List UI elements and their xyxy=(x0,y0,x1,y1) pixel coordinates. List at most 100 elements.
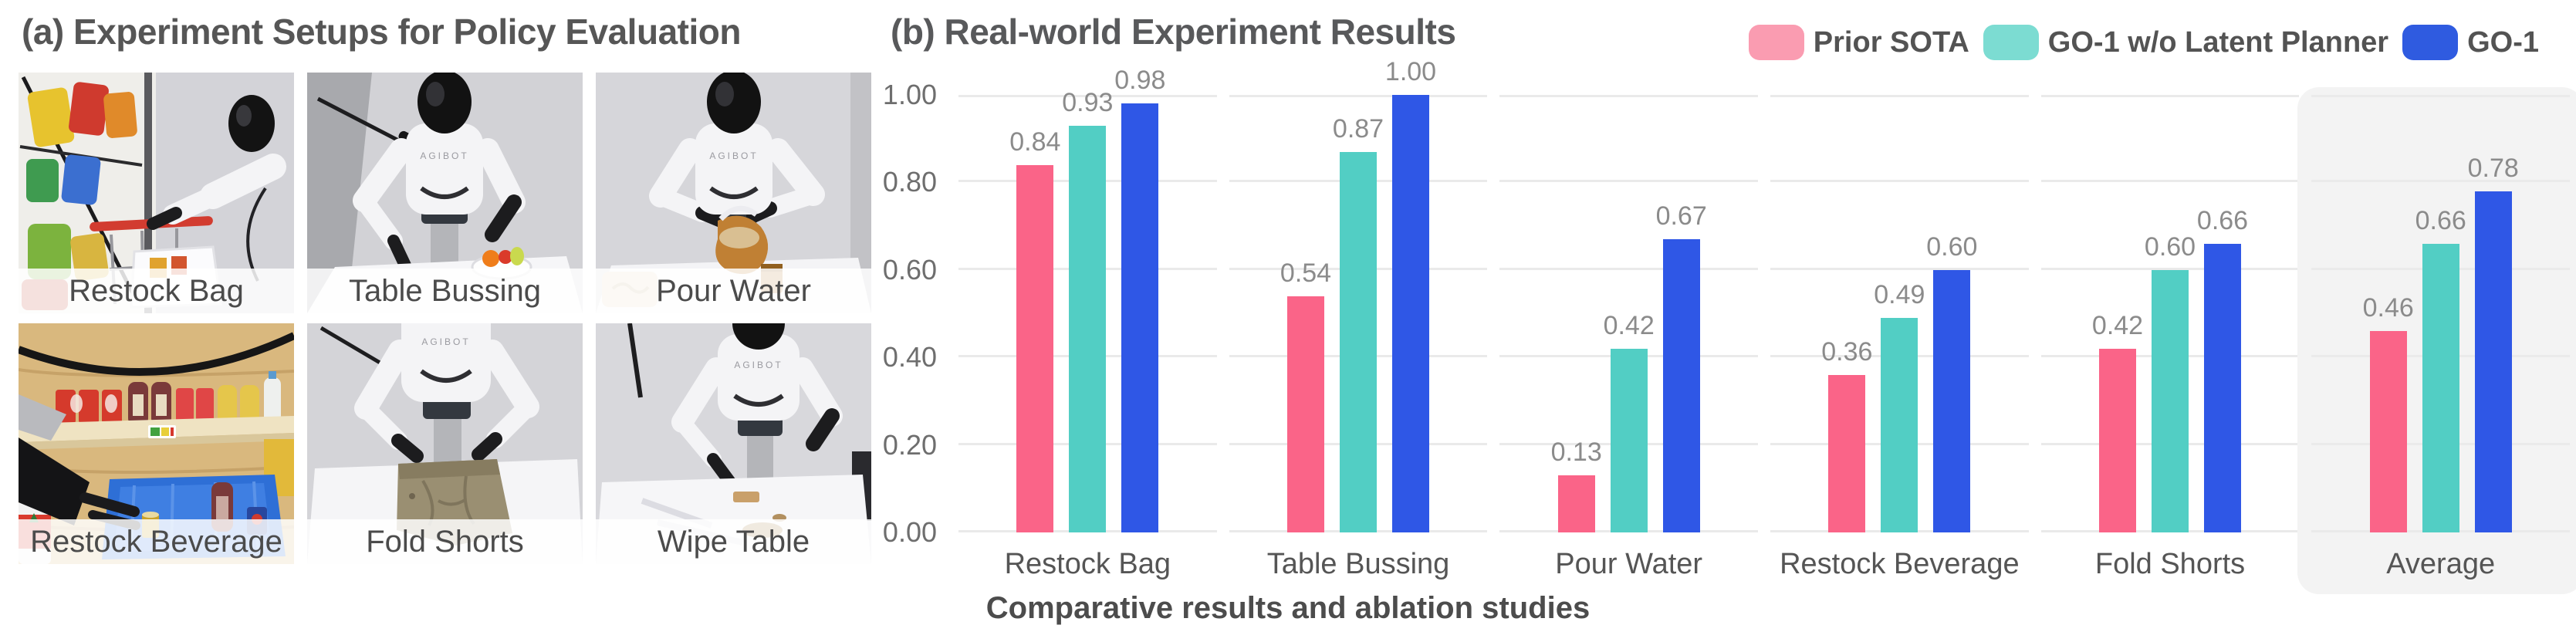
bar-go-1-fold-shorts: 0.66 xyxy=(2197,206,2248,532)
bar-value-label: 0.13 xyxy=(1550,438,1602,468)
category-label-restock-bag: Restock Bag xyxy=(1004,548,1171,580)
legend-swatch xyxy=(1748,25,1804,60)
gridline xyxy=(2040,95,2300,97)
bar-go-1-restock-bag: 0.98 xyxy=(1114,66,1165,532)
bar-go-1-w-o-latent-planner-fold-shorts: 0.60 xyxy=(2145,232,2196,532)
robot-chest-text: AGIBOT xyxy=(420,150,468,161)
plot-area: 0.84 0.93 0.98 Restock Bag 0.54 0.87 1.00 Table… xyxy=(958,57,2576,594)
tile-label-wipe-table: Wipe Table xyxy=(596,519,871,564)
category-label-restock-beverage: Restock Beverage xyxy=(1780,548,2020,580)
bar-group-average: 0.46 0.66 0.78 xyxy=(2311,95,2570,532)
bar-prior-sota-average: 0.46 xyxy=(2363,293,2414,532)
robot-chest-text: AGIBOT xyxy=(709,150,758,161)
tile-label-pour-water: Pour Water xyxy=(596,269,871,313)
tile-label-table-bussing: Table Bussing xyxy=(307,269,583,313)
facet-average: 0.46 0.66 0.78 Average xyxy=(2297,87,2576,594)
gridline xyxy=(2040,180,2300,183)
bar-value-label: 0.93 xyxy=(1062,87,1114,117)
bar-prior-sota-table-bussing: 0.54 xyxy=(1280,258,1331,532)
legend-label: GO-1 xyxy=(2467,25,2539,59)
bar-prior-sota-restock-bag: 0.84 xyxy=(1009,127,1060,532)
bar-go-1-w-o-latent-planner-pour-water: 0.42 xyxy=(1604,311,1655,532)
bar-value-label: 0.60 xyxy=(1926,231,1978,262)
bar-go-1-average: 0.78 xyxy=(2468,154,2519,532)
tile-label-restock-bag: Restock Bag xyxy=(19,269,294,313)
bar-value-label: 0.98 xyxy=(1114,66,1166,96)
category-label-pour-water: Pour Water xyxy=(1555,548,1703,580)
robot-chest-text: AGIBOT xyxy=(421,336,470,347)
legend-label: Prior SOTA xyxy=(1813,25,1969,59)
bar-value-label: 0.87 xyxy=(1332,113,1384,144)
bar-group-pour-water: 0.13 0.42 0.67 xyxy=(1499,95,1758,532)
bar-value-label: 0.49 xyxy=(1874,280,1925,310)
bar-value-label: 0.66 xyxy=(2196,205,2249,235)
category-label-fold-shorts: Fold Shorts xyxy=(2094,548,2246,580)
tile-label-restock-beverage: Restock Beverage xyxy=(19,519,294,564)
bar-go-1-w-o-latent-planner-average: 0.66 xyxy=(2415,206,2466,532)
y-tick-label: 0.80 xyxy=(882,166,937,198)
photo-wipe-table: AGIBOT Wipe Table xyxy=(596,323,871,564)
y-tick-label: 0.00 xyxy=(882,516,937,548)
bar-value-label: 0.60 xyxy=(2144,231,2196,262)
gridline xyxy=(2040,267,2300,270)
bar-value-label: 0.78 xyxy=(2467,153,2519,183)
bar-go-1-table-bussing: 1.00 xyxy=(1385,57,1436,532)
bar-go-1-pour-water: 0.67 xyxy=(1656,201,1707,532)
legend-swatch xyxy=(1983,25,2039,60)
bar-value-label: 0.67 xyxy=(1655,201,1707,231)
y-tick-label: 0.20 xyxy=(882,428,937,461)
bar-value-label: 0.36 xyxy=(1821,336,1873,367)
bar-go-1-w-o-latent-planner-table-bussing: 0.87 xyxy=(1333,114,1384,532)
y-axis: 0.00 0.20 0.40 0.60 0.80 1.00 xyxy=(883,81,937,546)
bar-go-1-w-o-latent-planner-restock-bag: 0.93 xyxy=(1062,88,1113,532)
tile-label-fold-shorts: Fold Shorts xyxy=(307,519,583,564)
panel-b-title: (b) Real-world Experiment Results xyxy=(891,12,1456,52)
facet-pour-water: 0.13 0.42 0.67 Pour Water xyxy=(1499,95,1759,580)
gridline xyxy=(1499,180,1759,183)
bar-group-restock-beverage: 0.36 0.49 0.60 xyxy=(1770,95,2029,532)
chart-legend: Prior SOTA GO-1 w/o Latent Planner GO-1 xyxy=(1748,25,2539,60)
photo-restock-bag: Restock Bag xyxy=(19,73,294,313)
facet-restock-beverage: 0.36 0.49 0.60 Restock Beverage xyxy=(1770,95,2029,580)
legend-item-go-1: GO-1 xyxy=(2402,25,2539,60)
y-tick-label: 0.40 xyxy=(882,341,937,373)
bar-value-label: 0.54 xyxy=(1280,258,1332,288)
bar-group-restock-bag: 0.84 0.93 0.98 xyxy=(958,66,1217,532)
experiment-photo-grid: Restock Bag AGIBOT xyxy=(19,73,871,564)
bar-value-label: 0.42 xyxy=(1603,310,1655,340)
figure-caption: Comparative results and ablation studies xyxy=(985,591,1591,625)
legend-item-go-1-w-o-latent-planner: GO-1 w/o Latent Planner xyxy=(1983,25,2388,60)
photo-table-bussing: AGIBOT Table Bussing xyxy=(307,73,583,313)
bar-value-label: 0.42 xyxy=(2091,310,2144,340)
bar-prior-sota-fold-shorts: 0.42 xyxy=(2092,311,2143,532)
gridline xyxy=(1770,180,2029,183)
legend-item-prior-sota: Prior SOTA xyxy=(1748,25,1969,60)
bar-group-table-bussing: 0.54 0.87 1.00 xyxy=(1229,57,1488,532)
bar-go-1-w-o-latent-planner-restock-beverage: 0.49 xyxy=(1874,280,1925,532)
bar-chart: 0.00 0.20 0.40 0.60 0.80 1.00 0.84 0.93 0.98 Res… xyxy=(883,57,2576,594)
gridline xyxy=(1770,267,2029,270)
bar-value-label: 1.00 xyxy=(1384,57,1437,86)
y-tick-label: 0.60 xyxy=(882,253,937,286)
bar-value-label: 0.84 xyxy=(1009,127,1061,157)
y-tick-label: 1.00 xyxy=(882,79,937,110)
gridline xyxy=(1499,267,1759,270)
facet-restock-bag: 0.84 0.93 0.98 Restock Bag xyxy=(958,66,1217,580)
gridline xyxy=(2311,180,2571,183)
bar-prior-sota-restock-beverage: 0.36 xyxy=(1821,337,1872,532)
bar-go-1-restock-beverage: 0.60 xyxy=(1926,232,1977,532)
robot-chest-text: AGIBOT xyxy=(734,360,783,370)
facet-table-bussing: 0.54 0.87 1.00 Table Bussing xyxy=(1229,57,1488,580)
bar-prior-sota-pour-water: 0.13 xyxy=(1551,438,1602,532)
photo-fold-shorts: AGIBOT Fold Shorts xyxy=(307,323,583,564)
gridline xyxy=(2311,95,2571,97)
photo-restock-beverage: Restock Beverage xyxy=(19,323,294,564)
gridline xyxy=(1499,95,1759,97)
panel-a-title: (a) Experiment Setups for Policy Evaluat… xyxy=(22,12,741,52)
gridline xyxy=(958,95,1217,97)
gridline xyxy=(1229,95,1488,97)
gridline xyxy=(1770,95,2029,97)
photo-pour-water: AGIBOT Pour Water xyxy=(596,73,871,313)
category-label-table-bussing: Table Bussing xyxy=(1266,548,1450,580)
